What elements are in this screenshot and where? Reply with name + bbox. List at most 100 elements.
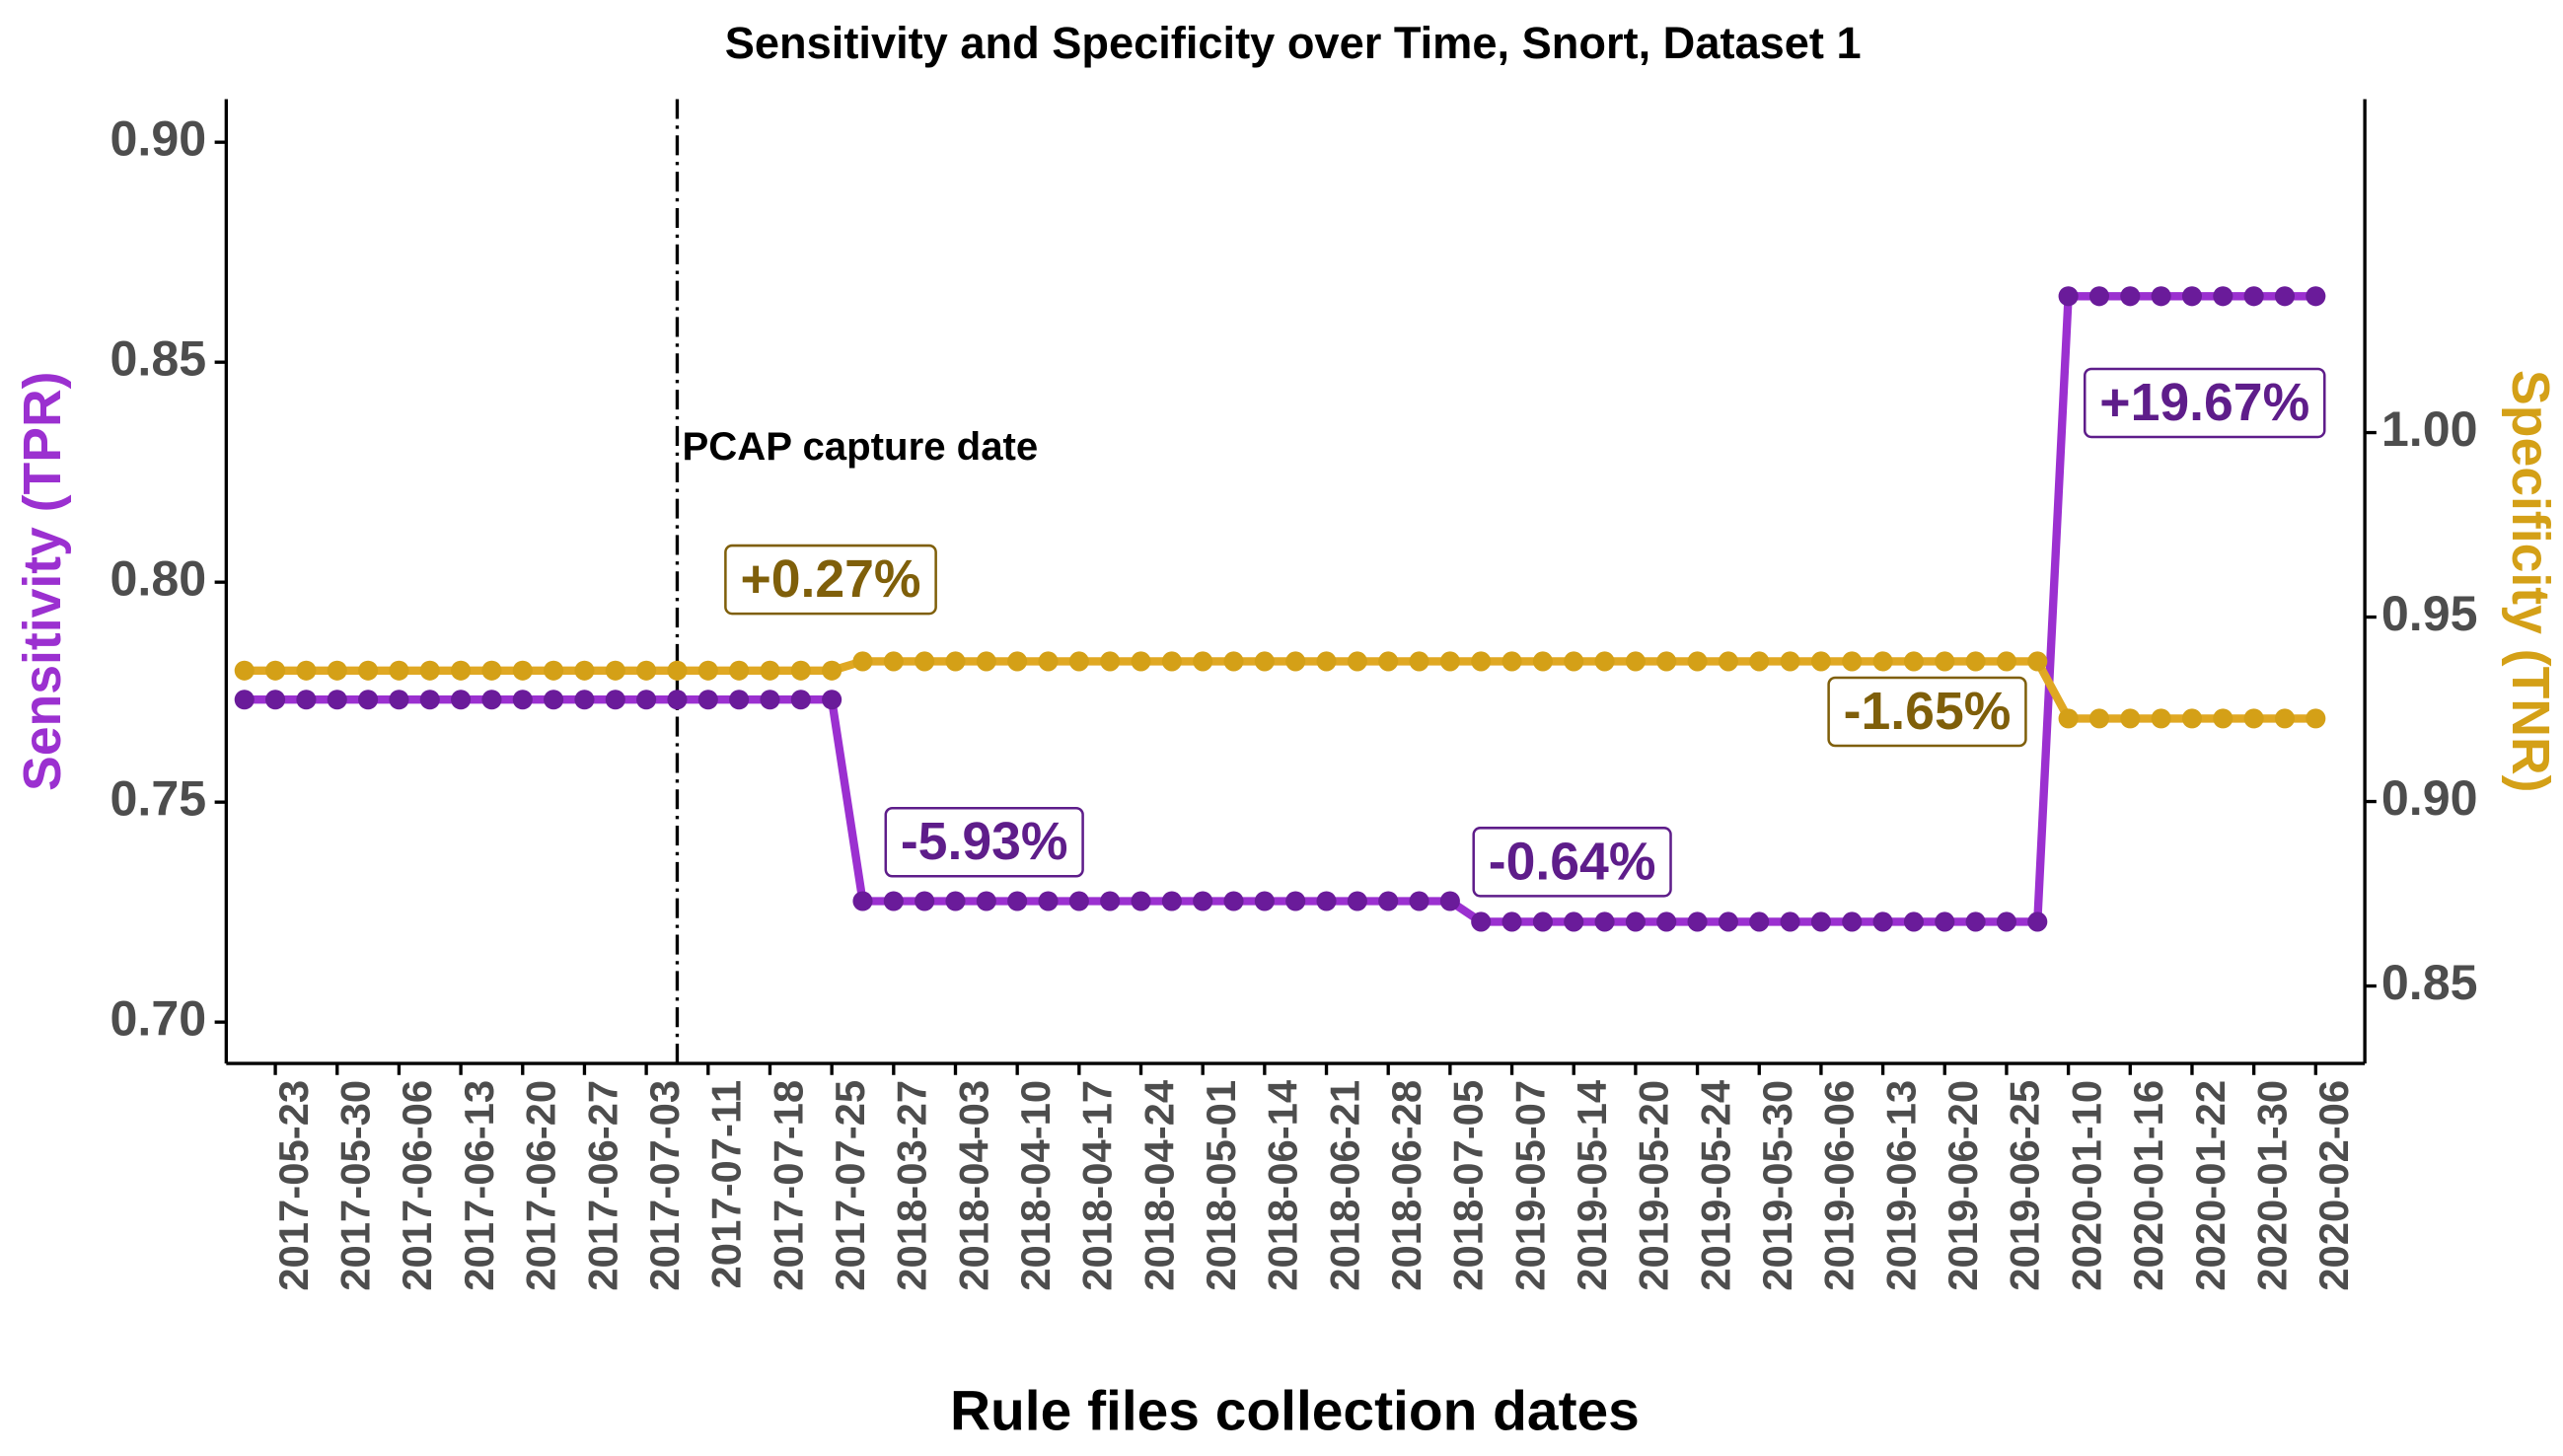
- data-point: [419, 660, 440, 681]
- data-point: [512, 690, 533, 710]
- data-point: [1347, 651, 1367, 672]
- x-tick-label: 2017-07-25: [827, 1080, 873, 1291]
- x-tick-label: 2018-04-03: [950, 1080, 996, 1291]
- data-point: [605, 690, 625, 710]
- x-tick-label: 2017-05-30: [332, 1080, 379, 1291]
- data-point: [1161, 651, 1182, 672]
- data-point: [1780, 911, 1800, 932]
- x-tick-label: 2020-01-16: [2125, 1080, 2171, 1291]
- data-point: [605, 660, 625, 681]
- data-point: [1439, 651, 1460, 672]
- x-tick-label: 2017-05-23: [270, 1080, 317, 1291]
- data-point: [544, 660, 564, 681]
- data-point: [1378, 651, 1399, 672]
- y2-tick-label: 1.00: [2381, 401, 2478, 457]
- data-point: [1564, 911, 1584, 932]
- y-axis-title: Sensitivity (TPR): [14, 372, 72, 791]
- data-point: [729, 660, 750, 681]
- data-point: [1038, 651, 1059, 672]
- data-point: [1409, 651, 1429, 672]
- x-tick-label: 2018-05-01: [1198, 1080, 1244, 1291]
- data-point: [1872, 651, 1893, 672]
- data-point: [2306, 286, 2326, 307]
- data-point: [1501, 911, 1522, 932]
- data-point: [1780, 651, 1800, 672]
- data-point: [915, 651, 935, 672]
- data-point: [636, 660, 657, 681]
- annotation-box: [1827, 676, 2027, 748]
- data-point: [234, 690, 255, 710]
- data-point: [1254, 651, 1275, 672]
- data-point: [790, 690, 811, 710]
- data-point: [636, 690, 657, 710]
- annotation-box: [1472, 827, 1672, 898]
- data-point: [1501, 651, 1522, 672]
- data-point: [544, 690, 564, 710]
- annotation-label: -5.93%: [901, 813, 1068, 871]
- data-point: [1100, 891, 1121, 911]
- data-point: [1316, 651, 1337, 672]
- data-point: [697, 690, 718, 710]
- data-point: [1131, 651, 1151, 672]
- data-point: [1594, 651, 1615, 672]
- data-point: [481, 690, 502, 710]
- data-point: [2274, 708, 2296, 729]
- data-point: [1471, 911, 1492, 932]
- data-point: [389, 690, 409, 710]
- data-point: [2274, 286, 2296, 307]
- data-point: [1872, 911, 1893, 932]
- data-point: [265, 690, 286, 710]
- annotation-label: -0.64%: [1489, 833, 1656, 891]
- x-tick-label: 2017-07-18: [765, 1080, 811, 1291]
- data-point: [2243, 286, 2264, 307]
- data-point: [1100, 651, 1121, 672]
- data-point: [1903, 911, 1924, 932]
- data-point: [389, 660, 409, 681]
- data-point: [697, 660, 718, 681]
- data-point: [1378, 891, 1399, 911]
- x-tick-label: 2020-02-06: [2310, 1080, 2357, 1291]
- data-point: [1935, 911, 1955, 932]
- data-point: [1625, 651, 1646, 672]
- annotation-box: [2083, 367, 2326, 439]
- data-point: [1532, 651, 1553, 672]
- data-point: [1687, 911, 1708, 932]
- data-point: [2213, 286, 2233, 307]
- data-point: [790, 660, 811, 681]
- data-point: [2120, 286, 2141, 307]
- x-tick-label: 2019-06-25: [2002, 1080, 2048, 1291]
- data-point: [976, 651, 996, 672]
- x-axis-title: Rule files collection dates: [950, 1380, 1640, 1443]
- data-point: [760, 660, 780, 681]
- data-point: [2088, 708, 2109, 729]
- data-point: [822, 690, 842, 710]
- data-point: [1687, 651, 1708, 672]
- data-point: [1223, 891, 1244, 911]
- x-tick-label: 2017-07-03: [641, 1080, 688, 1291]
- data-point: [1965, 651, 1986, 672]
- x-tick-label: 2017-06-13: [456, 1080, 502, 1291]
- data-point: [1903, 651, 1924, 672]
- annotation-box: [724, 544, 937, 616]
- x-tick-label: 2018-07-05: [1445, 1080, 1492, 1291]
- data-point: [1254, 891, 1275, 911]
- reference-label: PCAP capture date: [682, 424, 1038, 469]
- y-tick-label: 0.90: [110, 110, 207, 166]
- y-tick-label: 0.75: [110, 770, 207, 826]
- data-point: [1223, 651, 1244, 672]
- data-point: [667, 690, 688, 710]
- data-point: [883, 891, 904, 911]
- x-tick-label: 2018-06-28: [1383, 1080, 1429, 1291]
- data-point: [1038, 891, 1059, 911]
- data-point: [1532, 911, 1553, 932]
- annotation-label: +0.27%: [740, 550, 920, 609]
- y2-axis-title: Specificity (TNR): [2501, 370, 2559, 792]
- data-point: [1965, 911, 1986, 932]
- data-point: [760, 690, 780, 710]
- data-point: [1749, 651, 1770, 672]
- data-point: [1007, 891, 1028, 911]
- y2-tick-label: 0.90: [2381, 770, 2478, 826]
- data-point: [1656, 651, 1677, 672]
- data-point: [1347, 891, 1367, 911]
- data-point: [1068, 651, 1089, 672]
